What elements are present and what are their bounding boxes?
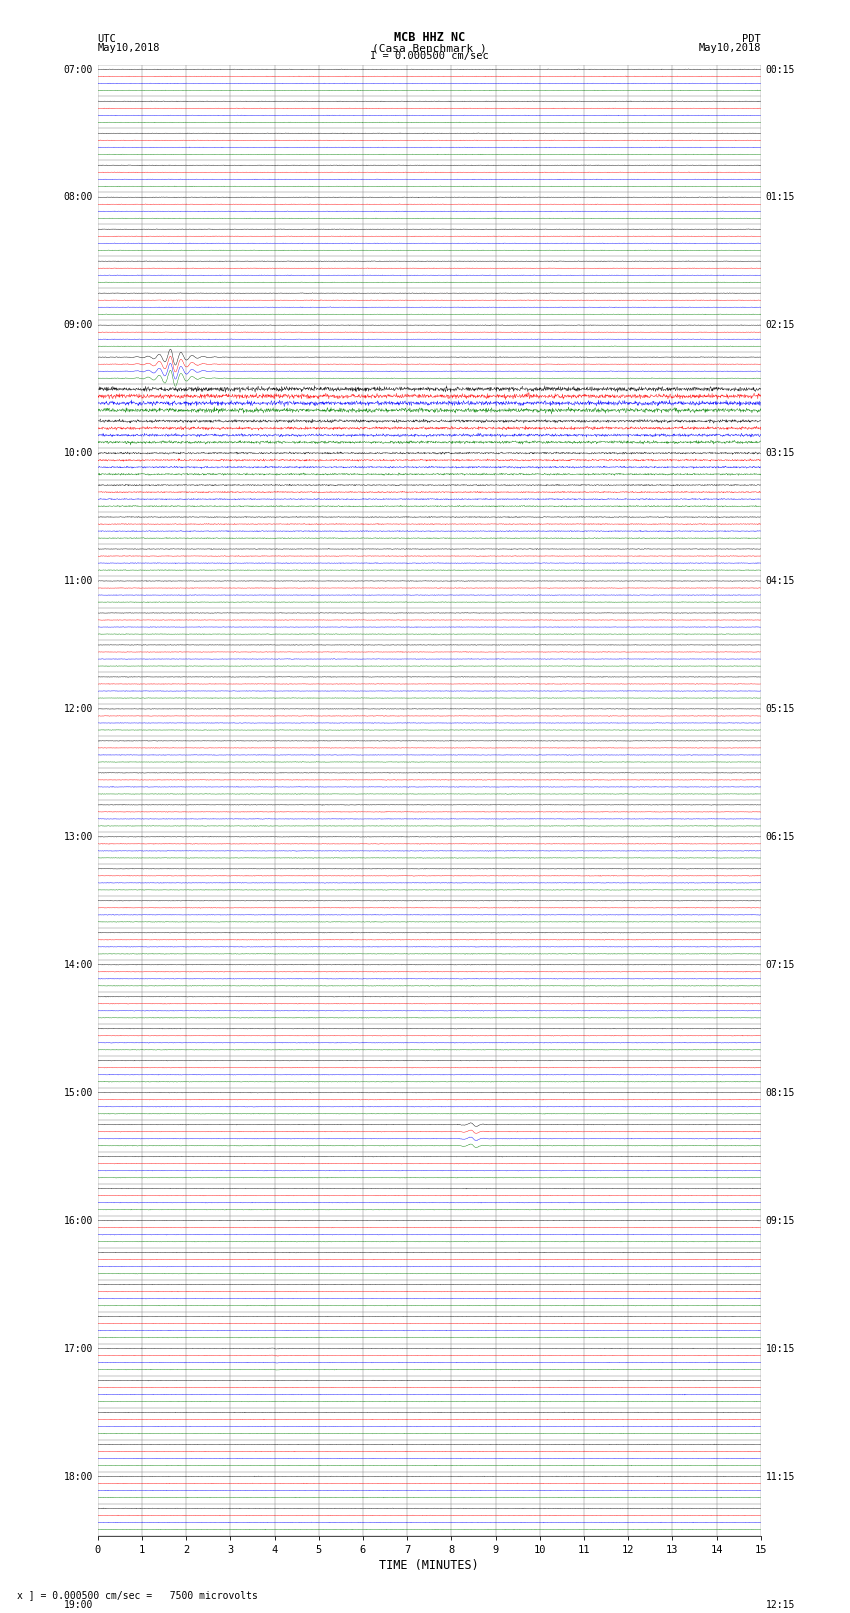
Text: 06:15: 06:15	[765, 832, 795, 842]
X-axis label: TIME (MINUTES): TIME (MINUTES)	[379, 1558, 479, 1571]
Text: I = 0.000500 cm/sec: I = 0.000500 cm/sec	[370, 52, 489, 61]
Text: PDT: PDT	[742, 34, 761, 44]
Text: 10:00: 10:00	[64, 448, 94, 458]
Text: 18:00: 18:00	[64, 1471, 94, 1482]
Text: 07:00: 07:00	[64, 65, 94, 74]
Text: 12:15: 12:15	[765, 1600, 795, 1610]
Text: 09:00: 09:00	[64, 321, 94, 331]
Text: 17:00: 17:00	[64, 1344, 94, 1353]
Text: 05:15: 05:15	[765, 705, 795, 715]
Text: 08:00: 08:00	[64, 192, 94, 203]
Text: 00:15: 00:15	[765, 65, 795, 74]
Text: 11:15: 11:15	[765, 1471, 795, 1482]
Text: 02:15: 02:15	[765, 321, 795, 331]
Text: 01:15: 01:15	[765, 192, 795, 203]
Text: 03:15: 03:15	[765, 448, 795, 458]
Text: 14:00: 14:00	[64, 960, 94, 969]
Text: 08:15: 08:15	[765, 1087, 795, 1098]
Text: 15:00: 15:00	[64, 1087, 94, 1098]
Text: 07:15: 07:15	[765, 960, 795, 969]
Text: 12:00: 12:00	[64, 705, 94, 715]
Text: 16:00: 16:00	[64, 1216, 94, 1226]
Text: 11:00: 11:00	[64, 576, 94, 586]
Text: 04:15: 04:15	[765, 576, 795, 586]
Text: MCB HHZ NC: MCB HHZ NC	[394, 31, 465, 44]
Text: May10,2018: May10,2018	[698, 44, 761, 53]
Text: 10:15: 10:15	[765, 1344, 795, 1353]
Text: May10,2018: May10,2018	[98, 44, 161, 53]
Text: 09:15: 09:15	[765, 1216, 795, 1226]
Text: x ] = 0.000500 cm/sec =   7500 microvolts: x ] = 0.000500 cm/sec = 7500 microvolts	[17, 1590, 258, 1600]
Text: UTC: UTC	[98, 34, 116, 44]
Text: (Casa Benchmark ): (Casa Benchmark )	[371, 44, 486, 53]
Text: 13:00: 13:00	[64, 832, 94, 842]
Text: 19:00: 19:00	[64, 1600, 94, 1610]
